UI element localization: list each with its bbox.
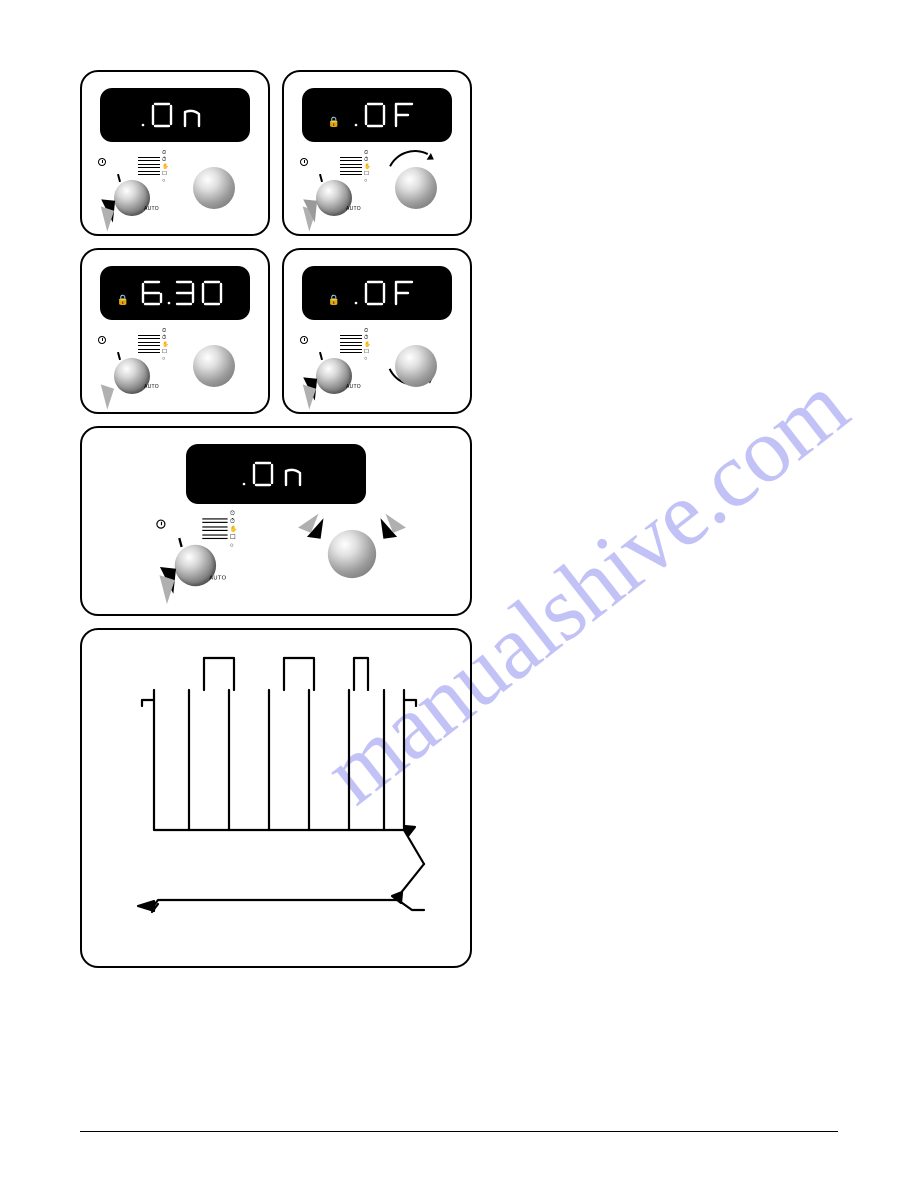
seg-off <box>350 278 426 308</box>
knob-indicator <box>319 352 323 360</box>
panel-controls: ⏲⏱✋☐○ AUTO <box>94 514 458 590</box>
clock-icon <box>98 336 106 344</box>
clock-icon <box>300 158 308 166</box>
panel-row-1: ⏲⏱✋☐○ AUTO 🔒 <box>80 70 838 236</box>
selector-knob-cluster: ⏲⏱✋☐○ AUTO <box>159 513 242 596</box>
wire-rack-diagram <box>94 640 464 960</box>
pointer-wedge-ghost <box>94 206 114 231</box>
knob-indicator <box>319 174 323 182</box>
menu-icons: ⏲⏱✋☐○ <box>162 150 169 185</box>
panel-rack-diagram <box>80 628 472 968</box>
seg-630 <box>139 278 233 308</box>
adjust-knob-cluster <box>178 330 250 402</box>
panel-off-2: 🔒 ⏲⏱✋☐○ AUTO <box>282 248 472 414</box>
adjust-knob[interactable] <box>193 345 235 387</box>
auto-label: AUTO <box>144 384 159 390</box>
panel-off-1: 🔒 ⏲⏱✋☐○ AUTO <box>282 70 472 236</box>
panel-controls: ⏲⏱✋☐○ AUTO <box>296 152 458 224</box>
menu-lines <box>138 154 160 178</box>
adjust-knob-cluster <box>311 513 394 596</box>
pointer-wedge <box>301 199 317 222</box>
menu-lines <box>340 154 362 178</box>
adjust-knob[interactable] <box>395 167 437 209</box>
adjust-knob-cluster <box>380 330 452 402</box>
selector-knob-cluster: ⏲⏱✋☐○ AUTO <box>302 330 374 402</box>
page-divider <box>80 1131 838 1132</box>
knob-indicator <box>178 538 183 547</box>
selector-knob-cluster: ⏲⏱✋☐○ AUTO <box>302 152 374 224</box>
panel-controls: ⏲⏱✋☐○ AUTO <box>94 152 256 224</box>
lcd-display <box>186 444 366 504</box>
lcd-display: 🔒 <box>302 266 452 320</box>
adjust-knob[interactable] <box>193 167 235 209</box>
pointer-wedge-ghost <box>152 575 175 604</box>
adjust-knob[interactable] <box>395 345 437 387</box>
menu-lines <box>138 332 160 356</box>
pointer-wedge <box>94 384 114 409</box>
seg-off <box>350 100 426 130</box>
menu-icons: ⏲⏱✋☐○ <box>230 510 238 550</box>
menu-lines <box>202 515 227 542</box>
selector-knob-cluster: ⏲⏱✋☐○ AUTO <box>100 152 172 224</box>
selector-knob-cluster: ⏲⏱✋☐○ AUTO <box>100 330 172 402</box>
lcd-display: 🔒 <box>302 88 452 142</box>
menu-icons: ⏲⏱✋☐○ <box>364 150 371 185</box>
clock-icon <box>300 336 308 344</box>
adjust-knob-cluster <box>178 152 250 224</box>
key-icon: 🔒 <box>117 295 129 306</box>
manual-page: manualshive.com <box>0 0 918 1188</box>
panel-time: 🔒 ⏲⏱✋☐○ <box>80 248 270 414</box>
menu-icons: ⏲⏱✋☐○ <box>162 328 169 363</box>
seg-on <box>233 459 319 489</box>
adjust-knob[interactable] <box>328 530 376 578</box>
key-icon: 🔒 <box>328 295 340 306</box>
clock-icon <box>98 158 106 166</box>
lcd-display <box>100 88 250 142</box>
panel-controls: ⏲⏱✋☐○ AUTO <box>296 330 458 402</box>
seg-on <box>137 100 213 130</box>
panel-row-3: ⏲⏱✋☐○ AUTO <box>80 426 838 616</box>
panel-controls: ⏲⏱✋☐○ AUTO <box>94 330 256 402</box>
menu-lines <box>340 332 362 356</box>
auto-label: AUTO <box>144 206 159 212</box>
auto-label: AUTO <box>346 384 361 390</box>
menu-icons: ⏲⏱✋☐○ <box>364 328 371 363</box>
adjust-knob-cluster <box>380 152 452 224</box>
panel-on-wide: ⏲⏱✋☐○ AUTO <box>80 426 472 616</box>
panel-row-4 <box>80 628 838 968</box>
knob-indicator <box>117 174 121 182</box>
panel-row-2: 🔒 ⏲⏱✋☐○ <box>80 248 838 414</box>
auto-label: AUTO <box>346 206 361 212</box>
knob-indicator <box>117 352 121 360</box>
panel-on-1: ⏲⏱✋☐○ AUTO <box>80 70 270 236</box>
auto-label: AUTO <box>209 575 226 582</box>
pointer-wedge-ghost <box>296 384 316 409</box>
key-icon: 🔒 <box>328 117 340 128</box>
clock-icon <box>156 520 165 529</box>
lcd-display: 🔒 <box>100 266 250 320</box>
